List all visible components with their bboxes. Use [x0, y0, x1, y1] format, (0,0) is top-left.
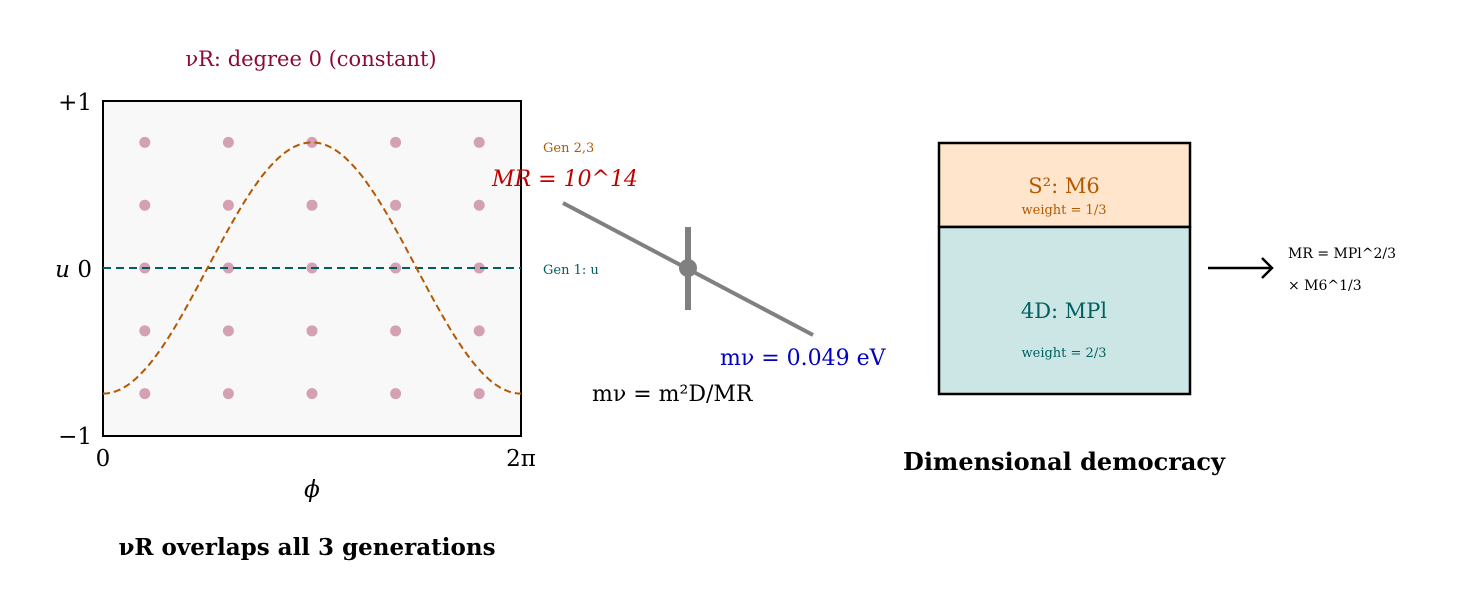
plot-title: νR: degree 0 (constant)	[185, 47, 436, 71]
overlap-dot	[139, 388, 151, 400]
overlap-dot	[139, 136, 151, 148]
overlap-dot	[306, 325, 318, 337]
overlap-dot	[390, 325, 402, 337]
gen23-label: Gen 2,3	[543, 141, 594, 156]
overlap-dot	[139, 199, 151, 211]
s2-box	[937, 141, 1192, 229]
overlap-dot	[473, 199, 485, 211]
pivot-dot	[679, 259, 697, 277]
overlap-dot	[222, 136, 234, 148]
y-axis-label: u	[55, 257, 70, 283]
overlap-dot	[473, 136, 485, 148]
overlap-dot	[473, 325, 485, 337]
overlap-dot	[473, 262, 485, 274]
overlap-dot	[306, 136, 318, 148]
s2-weight: weight = 1/3	[1022, 203, 1107, 218]
result-line2: × M6^1/3	[1288, 278, 1362, 294]
gen1-label: Gen 1: u	[543, 263, 599, 278]
overlap-dot	[306, 388, 318, 400]
x-tick-0: 0	[96, 446, 111, 472]
4d-label: 4D: MPl	[1021, 299, 1108, 323]
y-tick-zero: 0	[77, 257, 92, 283]
x-axis-label: ϕ	[304, 477, 320, 503]
s2-label: S²: M6	[1028, 174, 1099, 198]
seesaw-formula: mν = m²D/MR	[592, 382, 754, 407]
overlap-dot	[390, 388, 402, 400]
4d-box	[937, 225, 1192, 396]
plot-caption: νR overlaps all 3 generations	[118, 534, 495, 561]
democracy-caption: Dimensional democracy	[903, 447, 1226, 476]
overlap-dot	[222, 199, 234, 211]
y-tick-top: +1	[58, 90, 92, 116]
overlap-dot	[222, 262, 234, 274]
overlap-dot	[139, 325, 151, 337]
overlap-dot	[306, 199, 318, 211]
arrowhead-icon	[1261, 257, 1274, 279]
overlap-dot	[390, 199, 402, 211]
mr-label: MR = 10^14	[491, 167, 638, 192]
overlap-dot	[473, 388, 485, 400]
result-line1: MR = MPl^2/3	[1288, 246, 1396, 262]
overlap-dot	[222, 325, 234, 337]
overlap-dot	[222, 388, 234, 400]
y-tick-bottom: −1	[58, 424, 92, 450]
4d-weight: weight = 2/3	[1022, 346, 1107, 361]
mnu-label: mν = 0.049 eV	[720, 346, 887, 371]
overlap-dot	[390, 136, 402, 148]
x-tick-2pi: 2π	[506, 446, 536, 472]
